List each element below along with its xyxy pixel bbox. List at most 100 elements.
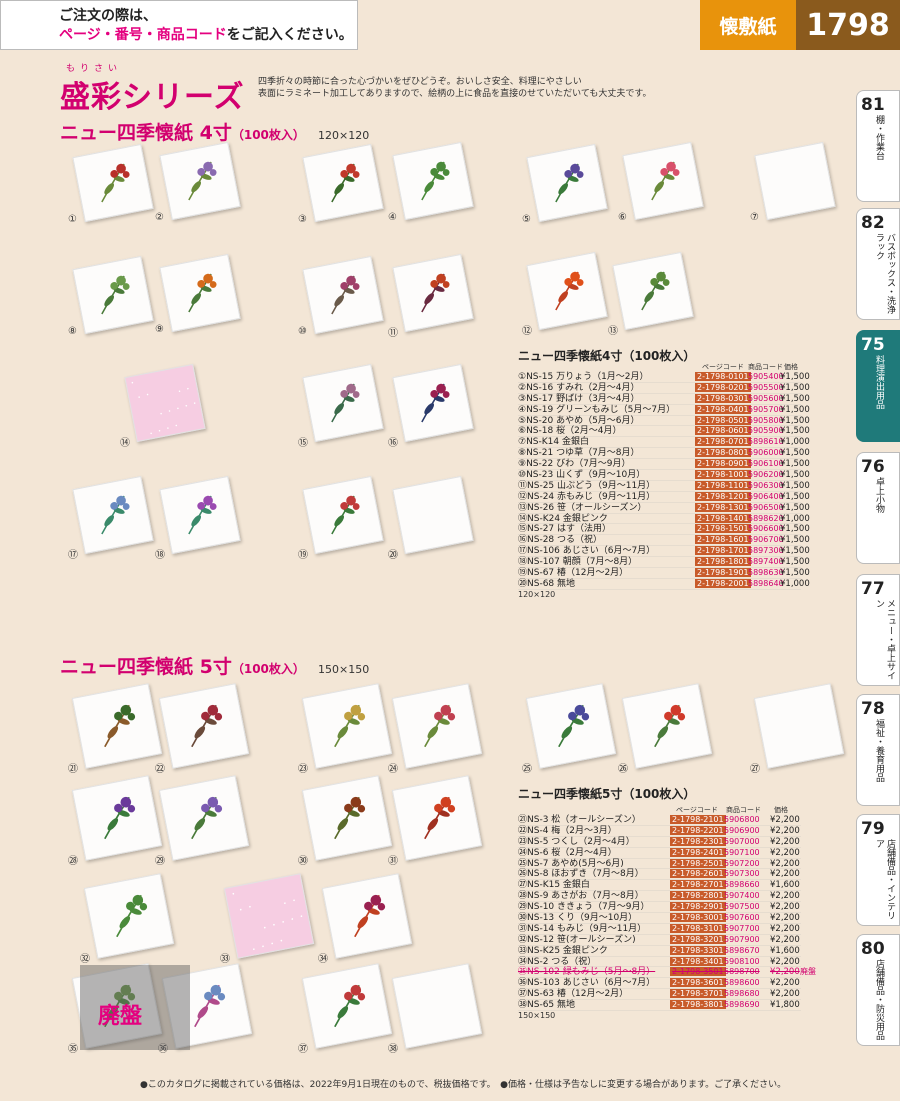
col-product-code: 商品コード <box>748 363 783 371</box>
tile-number: ㉑ <box>68 764 78 775</box>
product-name: ㉓NS-5 つくし（2月～4月） <box>518 836 635 847</box>
product-name: ⑭NS-K24 金銀ピンク <box>518 513 608 524</box>
table-row: ㉗NS-K15 金銀白 2-1798-2701 5898660 ¥1,600 <box>518 880 801 892</box>
tile-number: ⑪ <box>388 328 398 339</box>
sidebar-tab[interactable]: 82 バスボックス・洗浄ラック <box>856 208 900 320</box>
sidebar-tab[interactable]: 81 棚・作業台 <box>856 90 900 202</box>
tab-number: 80 <box>861 939 885 959</box>
price: ¥1,500 <box>780 524 810 535</box>
footer-note: ●このカタログに掲載されている価格は、2022年9月1日現在のもので、税抜価格で… <box>140 1080 787 1090</box>
price: ¥1,500 <box>780 568 810 579</box>
table-5sun: ページコード 商品コード 価格 ㉑NS-3 松（オールシーズン） 2-1798-2… <box>518 805 816 1020</box>
product-name: ⑧NS-21 つゆ草（7月～8月） <box>518 448 640 459</box>
page-code: 2-1798-0901 <box>695 459 751 469</box>
col-page-code: ページコード <box>702 363 744 371</box>
tile-number: ㉗ <box>750 764 760 775</box>
product-code: 5905400 <box>748 372 784 381</box>
product-tile <box>321 873 413 959</box>
tab-label: 料理演出用品 <box>874 355 884 409</box>
price: ¥2,200 <box>770 956 800 967</box>
tile-number: ㊳ <box>388 1044 398 1055</box>
page-code: 2-1798-0801 <box>695 448 751 458</box>
floral-motif-icon <box>104 704 136 748</box>
floral-motif-icon <box>101 495 130 535</box>
floral-motif-icon <box>334 796 366 840</box>
floral-motif-icon <box>188 495 217 535</box>
sidebar-tab[interactable]: 77 メニュー・卓上サイン <box>856 574 900 686</box>
tab-label: 福祉・養育用品 <box>874 719 884 782</box>
tile-number: ㉜ <box>80 954 90 965</box>
product-code: 5898660 <box>724 880 760 890</box>
page-code: 2-1798-1501 <box>695 524 751 534</box>
price: ¥2,200 <box>770 858 800 869</box>
price: ¥1,500 <box>780 491 810 502</box>
sidebar-tab[interactable]: 80 店舗備品・防災用品 <box>856 934 900 1046</box>
product-tile <box>392 363 474 443</box>
product-code: 5905700 <box>748 404 784 414</box>
product-name: ㉗NS-K15 金銀白 <box>518 880 590 891</box>
page-code: 2-1798-2501 <box>670 858 726 868</box>
product-code: 5906300 <box>748 480 784 490</box>
product-tile <box>159 141 241 221</box>
product-name: ㉟NS-102 緑もみじ（5月～8月） <box>518 967 656 978</box>
col-page-code: ページコード <box>676 806 718 814</box>
tile-number: ㊱ <box>158 1044 168 1055</box>
table-row: ㊳NS-65 無地 2-1798-3801 5898690 ¥1,800 <box>518 1000 801 1012</box>
product-code: 5907300 <box>724 869 760 879</box>
product-name: ㉞NS-2 つる（祝） <box>518 956 597 967</box>
product-code: 5906500 <box>748 502 784 512</box>
series-title: 盛彩シリーズ <box>60 80 245 115</box>
floral-motif-icon <box>188 273 217 313</box>
table-row: ㉛NS-14 もみじ（9月～11月） 2-1798-3101 5907700 ¥2,2… <box>518 923 801 935</box>
tab-label: 棚・作業台 <box>874 115 884 160</box>
section-5sun-heading: ニュー四季懐紙 5寸（100枚入） 150×150 <box>60 652 369 679</box>
product-code: 5906000 <box>748 448 784 458</box>
price: ¥2,200 <box>770 825 800 836</box>
product-code: 5907200 <box>724 858 760 868</box>
page-code: 2-1798-0301 <box>695 393 751 403</box>
tab-label: 卓上小物 <box>874 477 884 513</box>
table-row: ⑳NS-68 無地 2-1798-2001 5898640 ¥1,000 <box>518 578 810 590</box>
page-code: 2-1798-2601 <box>670 869 726 879</box>
product-name: ④NS-19 グリーンもみじ（5月～7月） <box>518 404 676 415</box>
product-tile <box>158 683 250 769</box>
product-tile <box>72 475 154 555</box>
price: ¥1,800 <box>770 1000 800 1011</box>
floral-motif-icon <box>424 704 456 748</box>
price: ¥2,200 <box>770 836 800 847</box>
product-name: ③NS-17 野ばけ（3月～4月） <box>518 393 640 404</box>
sidebar-tab[interactable]: 79 店舗備品・インテリア <box>856 814 900 926</box>
product-code: 5906600 <box>748 524 784 534</box>
product-tile <box>612 251 694 331</box>
product-name: ⑥NS-18 桜（2月～4月） <box>518 426 622 437</box>
tab-label: メニュー・卓上サイン <box>874 599 895 680</box>
sidebar-tab[interactable]: 78 福祉・養育用品 <box>856 694 900 806</box>
page-code: 2-1798-3201 <box>670 934 726 944</box>
price: ¥1,500 <box>780 535 810 546</box>
table-row: ㉒NS-4 梅（2月～3月） 2-1798-2201 5906900 ¥2,200 <box>518 825 801 837</box>
sidebar-tab[interactable]: 75 料理演出用品 <box>856 330 900 442</box>
price: ¥2,200 <box>770 902 800 913</box>
price: ¥1,500 <box>780 546 810 557</box>
tab-number: 75 <box>861 335 885 355</box>
floral-motif-icon <box>191 796 223 840</box>
product-code: 5906400 <box>748 491 784 501</box>
floral-motif-icon <box>188 161 217 201</box>
floral-motif-icon <box>331 163 360 203</box>
product-name: ㉒NS-4 梅（2月～3月） <box>518 825 617 836</box>
price: ¥1,500 <box>780 480 810 491</box>
product-name: ⑩NS-23 山くず（9月～10月） <box>518 470 646 481</box>
price: ¥2,200 <box>770 891 800 902</box>
product-code: 5907000 <box>724 836 760 846</box>
speckle-pattern-icon <box>232 892 303 951</box>
page-code: 2-1798-0601 <box>695 426 751 436</box>
product-tile <box>302 143 384 223</box>
tab-number: 77 <box>861 579 885 599</box>
page-code: 2-1798-3601 <box>670 978 726 988</box>
product-name: ⑲NS-67 椿（12月～2月） <box>518 568 629 579</box>
sidebar-tab[interactable]: 76 卓上小物 <box>856 452 900 564</box>
product-tile <box>301 775 393 861</box>
table-row: ㉞NS-2 つる（祝） 2-1798-3401 5908100 ¥2,200 <box>518 956 801 968</box>
floral-motif-icon <box>334 704 366 748</box>
product-name: ⑮NS-27 はす（法用） <box>518 524 612 535</box>
